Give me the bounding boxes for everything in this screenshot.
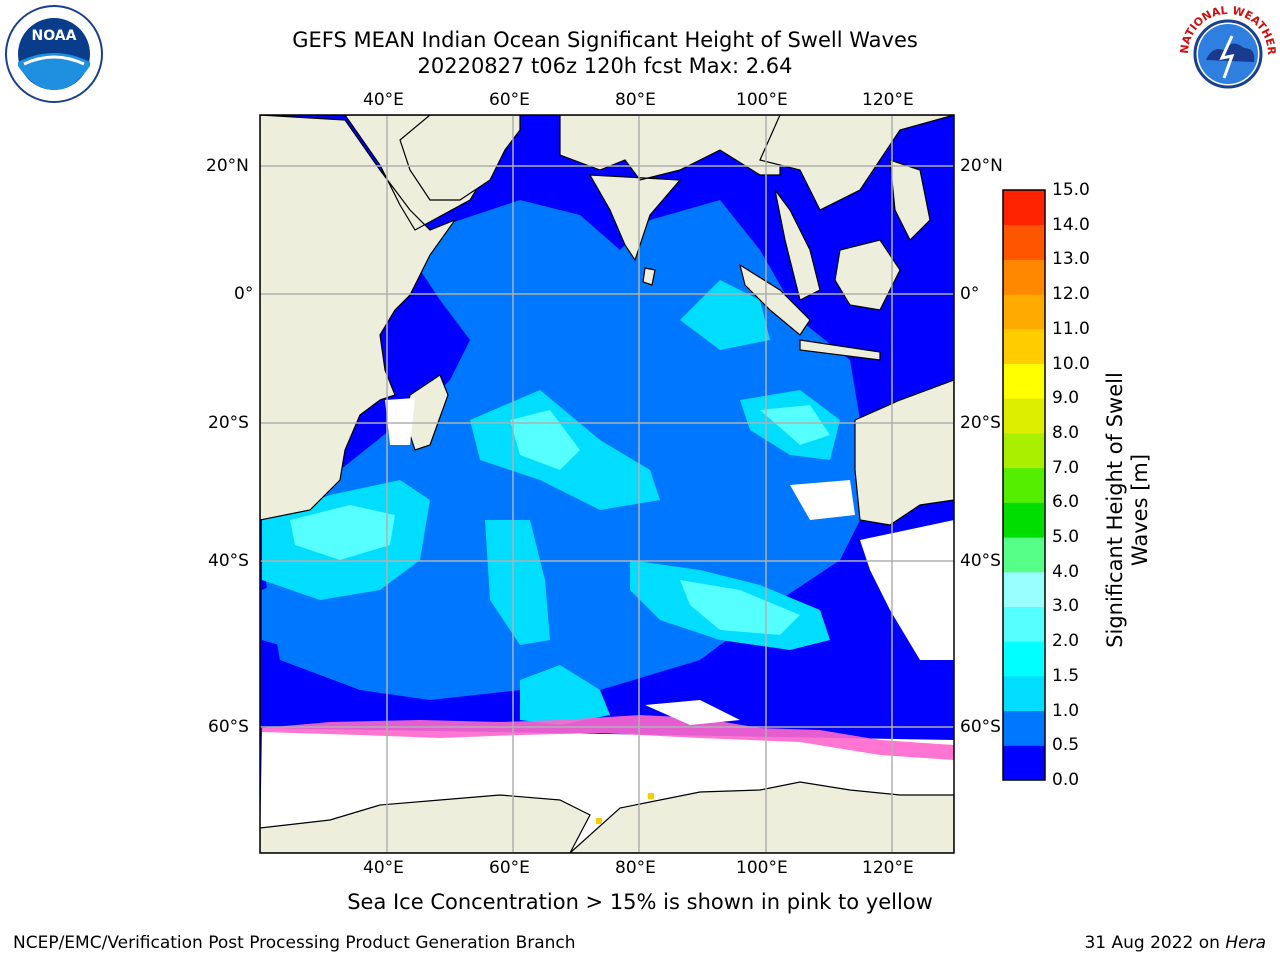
- chart-subtitle: 20220827 t06z 120h fcst Max: 2.64: [417, 54, 793, 78]
- colorbar-tick-label: 0.0: [1052, 770, 1080, 790]
- land-australia: [854, 379, 954, 526]
- lat-label-left: 40°S: [208, 551, 249, 571]
- swell-band-1.0: [485, 520, 550, 645]
- land-philippines: [889, 159, 931, 242]
- swell-band-1.5: [290, 505, 395, 560]
- lat-label-right: 20°N: [960, 156, 1003, 176]
- colorbar-tick-label: 15.0: [1052, 180, 1090, 200]
- swell-bands: [262, 200, 860, 725]
- colorbar-segment: [1003, 675, 1045, 712]
- swell-band-1.5: [760, 405, 830, 445]
- lat-label-right: 60°S: [960, 717, 1001, 737]
- noaa-logo: NOAA: [5, 5, 103, 103]
- colorbar-tick-label: 9.0: [1052, 388, 1080, 409]
- colorbar-frame: [1002, 189, 1046, 781]
- colorbar-segment: [1003, 571, 1045, 607]
- lon-label-bottom: 100°E: [736, 858, 788, 878]
- nws-logo: NATIONAL WEATHER SERVICE: [1176, 2, 1278, 104]
- colorbar-tick-label: 8.0: [1052, 422, 1080, 443]
- land-se-asia: [759, 115, 954, 301]
- lat-label-left: 20°S: [208, 413, 249, 433]
- colorbar-tick-label: 3.0: [1052, 596, 1080, 617]
- land-india: [559, 115, 781, 262]
- lat-label-right: 20°S: [960, 413, 1001, 433]
- land-sumatra: [739, 263, 811, 336]
- chart-title: GEFS MEAN Indian Ocean Significant Heigh…: [292, 28, 918, 52]
- lon-label-top: 60°E: [489, 90, 530, 110]
- swell-band-1.0: [520, 665, 610, 725]
- land-sri-lanka: [642, 267, 656, 286]
- colorbar-tick-label: 1.5: [1052, 665, 1080, 686]
- lon-label-bottom: 60°E: [489, 858, 530, 878]
- lon-label-bottom: 40°E: [363, 858, 404, 878]
- sea-ice-note: Sea Ice Concentration > 15% is shown in …: [347, 890, 933, 914]
- colorbar-segment: [1003, 606, 1045, 642]
- colorbar-segment: [1003, 502, 1045, 538]
- sea-ice-patch: [648, 793, 654, 799]
- colorbar-tick-label: 4.0: [1052, 561, 1080, 582]
- colorbar-label-line2: Waves [m]: [1128, 453, 1152, 567]
- colorbar-segment: [1003, 537, 1045, 573]
- lat-label-left: 20°N: [206, 156, 249, 176]
- colorbar-segment: [1003, 710, 1045, 746]
- footer-host: Hera: [1225, 933, 1266, 953]
- footer-date-text: 31 Aug 2022 on: [1084, 933, 1226, 953]
- colorbar-segment: [1003, 641, 1045, 677]
- noaa-logo-text: NOAA: [32, 28, 77, 44]
- antarctica-coastline: [260, 781, 954, 853]
- colorbar-segment: [1003, 224, 1045, 260]
- swell-band-1.5: [510, 410, 580, 470]
- colorbar-tick-label: 7.0: [1052, 457, 1080, 478]
- lon-label-bottom: 80°E: [615, 858, 656, 878]
- land-borneo: [834, 239, 901, 311]
- land-arabia: [399, 115, 521, 201]
- gridlines: [260, 115, 954, 853]
- lat-label-left: 60°S: [208, 717, 249, 737]
- colorbar-segment: [1003, 398, 1045, 434]
- colorbar-segment: [1003, 328, 1045, 365]
- lon-label-top: 80°E: [615, 90, 656, 110]
- map-frame: [259, 114, 955, 854]
- colorbar-tick-label: 6.0: [1052, 492, 1080, 513]
- lon-label-top: 120°E: [862, 90, 914, 110]
- lon-label-bottom: 120°E: [862, 858, 914, 878]
- colorbar-tick-label: 11.0: [1052, 318, 1090, 339]
- colorbar-segment: [1003, 259, 1045, 295]
- colorbar-tick-label: 10.0: [1052, 353, 1090, 374]
- swell-band-1.0: [680, 280, 770, 350]
- colorbar-tick-label: 12.0: [1052, 284, 1090, 305]
- footer-date: 31 Aug 2022 on Hera: [1084, 932, 1266, 954]
- colorbar-segment: [1003, 294, 1045, 330]
- colorbar-tick-label: 13.0: [1052, 249, 1090, 270]
- colorbar-tick-label: 0.5: [1052, 735, 1080, 756]
- colorbar-segment: [1003, 190, 1045, 226]
- colorbar-segment: [1003, 432, 1045, 469]
- lat-label-right: 40°S: [960, 551, 1001, 571]
- colorbar: [1002, 189, 1046, 781]
- colorbar-segment: [1003, 363, 1045, 399]
- colorbar-segment: [1003, 745, 1045, 781]
- colorbar-label: Significant Height of Swell Waves [m]: [1103, 300, 1153, 720]
- sea-ice-patch: [596, 818, 602, 824]
- land-java: [799, 339, 881, 361]
- footer-credit: NCEP/EMC/Verification Post Processing Pr…: [13, 933, 576, 953]
- swell-band-1.5: [680, 580, 800, 635]
- lat-label-right: 0°: [960, 284, 980, 304]
- lon-label-top: 40°E: [363, 90, 404, 110]
- colorbar-tick-label: 5.0: [1052, 527, 1080, 548]
- colorbar-segment: [1003, 467, 1045, 503]
- colorbar-tick-label: 14.0: [1052, 214, 1090, 235]
- colorbar-tick-label: 1.0: [1052, 700, 1080, 721]
- lat-label-left: 0°: [234, 284, 254, 304]
- colorbar-label-line1: Significant Height of Swell: [1103, 372, 1127, 648]
- lon-label-top: 100°E: [736, 90, 788, 110]
- colorbar-tick-label: 2.0: [1052, 631, 1080, 652]
